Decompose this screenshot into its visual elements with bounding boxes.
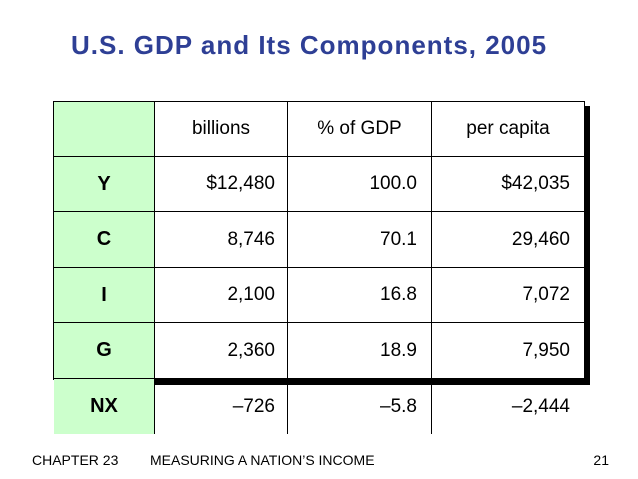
cell-c-per-capita: 29,460	[432, 212, 584, 268]
cell-y-billions: $12,480	[155, 157, 288, 212]
row-label-y: Y	[54, 157, 155, 212]
cell-g-percent: 18.9	[288, 323, 432, 379]
cell-nx-billions: –726	[155, 379, 288, 434]
cell-nx-percent: –5.8	[288, 379, 432, 434]
row-label-i: I	[54, 268, 155, 323]
cell-i-billions: 2,100	[155, 268, 288, 323]
cell-g-billions: 2,360	[155, 323, 288, 379]
cell-g-per-capita: 7,950	[432, 323, 584, 379]
cell-y-per-capita: $42,035	[432, 157, 584, 212]
row-label-nx: NX	[54, 379, 155, 434]
cell-nx-per-capita: –2,444	[511, 395, 570, 417]
header-per-capita: per capita	[432, 102, 584, 157]
row-label-c: C	[54, 212, 155, 268]
cell-y-percent: 100.0	[288, 157, 432, 212]
cell-c-billions: 8,746	[155, 212, 288, 268]
page-number: 21	[593, 452, 609, 468]
slide-title: U.S. GDP and Its Components, 2005	[71, 30, 548, 60]
header-percent-gdp: % of GDP	[288, 102, 432, 157]
cell-c-percent: 70.1	[288, 212, 432, 268]
cell-i-percent: 16.8	[288, 268, 432, 323]
footer-chapter: CHAPTER 23	[32, 452, 119, 468]
row-label-g: G	[54, 323, 155, 379]
table-corner-cell	[54, 102, 155, 157]
footer-subject: MEASURING A NATION’S INCOME	[150, 452, 375, 468]
gdp-table: billions % of GDP per capita Y $12,480 1…	[53, 101, 585, 434]
cell-i-per-capita: 7,072	[432, 268, 584, 323]
header-billions: billions	[155, 102, 288, 157]
